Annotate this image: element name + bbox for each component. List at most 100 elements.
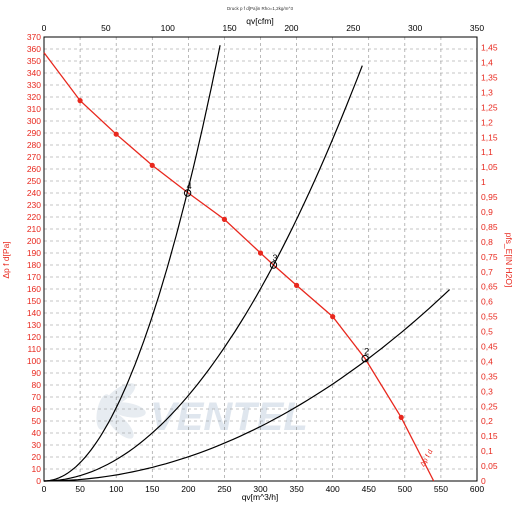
- fan-curve-marker: [77, 98, 83, 104]
- x-tick-label: 250: [217, 484, 231, 494]
- y2-axis-label: pfs_E[IN H2O]: [504, 233, 514, 288]
- fan-curve-marker: [113, 131, 119, 137]
- y2-tick-label: 1,4: [481, 58, 493, 68]
- y2-tick-label: 1,2: [481, 117, 493, 127]
- y-tick-label: 250: [27, 176, 41, 186]
- y-tick-label: 260: [27, 164, 41, 174]
- y2-tick-label: 1,05: [481, 162, 498, 172]
- watermark-text: VENTEL: [150, 395, 308, 439]
- y2-tick-label: 0,15: [481, 431, 498, 441]
- y2-tick-label: 0,8: [481, 237, 493, 247]
- y2-tick-label: 0,95: [481, 192, 498, 202]
- y-tick-label: 320: [27, 92, 41, 102]
- x-tick-label: 450: [362, 484, 376, 494]
- operating-point-label: 4: [187, 181, 192, 191]
- operating-point-marker: [183, 189, 192, 197]
- y-tick-label: 290: [27, 128, 41, 138]
- x2-tick-label: 50: [101, 23, 111, 33]
- y-tick-label: 180: [27, 260, 41, 270]
- operating-point-label: 3: [272, 253, 277, 263]
- y-tick-label: 60: [32, 404, 42, 414]
- x-tick-label: 50: [75, 484, 85, 494]
- y2-tick-label: 0: [481, 476, 486, 486]
- y-tick-label: 0: [36, 476, 41, 486]
- x-tick-label: 100: [109, 484, 123, 494]
- x-tick-label: 550: [434, 484, 448, 494]
- y2-tick-label: 0,9: [481, 207, 493, 217]
- y-tick-label: 190: [27, 248, 41, 258]
- y2-tick-label: 1,25: [481, 102, 498, 112]
- y-tick-label: 230: [27, 200, 41, 210]
- y-tick-label: 70: [32, 392, 42, 402]
- y-tick-label: 110: [27, 344, 41, 354]
- x2-tick-label: 200: [284, 23, 298, 33]
- y2-tick-label: 0,75: [481, 252, 498, 262]
- chart-title: Druck p f d[Pa]in Rho=1,2kg/m^3: [227, 6, 294, 11]
- y-tick-label: 40: [32, 428, 42, 438]
- system-curve-line: [43, 289, 451, 482]
- x-tick-label: 400: [326, 484, 340, 494]
- y-tick-label: 170: [27, 272, 41, 282]
- operating-point-marker: [361, 354, 369, 363]
- y-tick-label: 210: [27, 224, 41, 234]
- y-tick-label: 200: [27, 236, 41, 246]
- y-tick-label: 150: [27, 296, 41, 306]
- x-axis-label: qv[m^3/h]: [242, 492, 279, 502]
- x2-tick-label: 100: [161, 23, 175, 33]
- x2-tick-label: 300: [408, 23, 422, 33]
- x-tick-label: 150: [145, 484, 159, 494]
- y2-axis-ticks: 0 0,05 0,1 0,15 0,2 0,25 0,3 0,35 0,4 0,45 0,5 0,55…: [481, 43, 498, 486]
- x-tick-label: 350: [289, 484, 303, 494]
- fan-curve-marker: [398, 414, 404, 420]
- y2-tick-label: 0,05: [481, 461, 498, 471]
- grid: [44, 37, 477, 481]
- fan-curve-marker: [221, 216, 228, 222]
- y2-tick-label: 0,25: [481, 401, 498, 411]
- y2-tick-label: 0,65: [481, 282, 498, 292]
- y2-tick-label: 1,35: [481, 72, 498, 82]
- y2-tick-label: 0,7: [481, 267, 493, 277]
- y2-tick-label: 0,55: [481, 312, 498, 322]
- x-tick-label: 200: [181, 484, 195, 494]
- watermark-fan-icon: [96, 383, 146, 439]
- x-axis-ticks: 0 50 100 150 200 250 300 350 400 450 500 550 600: [42, 484, 485, 494]
- y2-tick-label: 0,2: [481, 416, 493, 426]
- series-layer: Δp f d: [43, 45, 451, 482]
- y2-tick-label: 0,1: [481, 446, 493, 456]
- x2-axis-label: qv[cfm]: [246, 16, 273, 26]
- y2-tick-label: 0,5: [481, 327, 493, 337]
- y-tick-label: 220: [27, 212, 41, 222]
- y-axis-ticks: 0 10 20 30 40 50 60 70 80 90 100 110 120 130 140 150 160…: [27, 32, 41, 486]
- y-axis-label: Δp f d[Pa]: [1, 241, 11, 278]
- y-tick-label: 10: [32, 464, 42, 474]
- x-tick-label: 0: [42, 484, 47, 494]
- y-tick-label: 50: [32, 416, 42, 426]
- y-tick-label: 20: [32, 452, 42, 462]
- y2-tick-label: 1,3: [481, 87, 493, 97]
- x2-tick-label: 350: [470, 23, 484, 33]
- y2-tick-label: 0,85: [481, 222, 498, 232]
- fan-curve-marker: [330, 314, 336, 320]
- operating-point-marker: [269, 261, 278, 269]
- y2-tick-label: 1,45: [481, 43, 498, 53]
- x2-tick-label: 250: [346, 23, 360, 33]
- y-tick-label: 370: [27, 32, 41, 42]
- x-tick-label: 300: [253, 484, 267, 494]
- y-tick-label: 310: [27, 104, 41, 114]
- fan-curve-marker: [149, 162, 155, 168]
- plot-frame: [43, 36, 478, 482]
- y-tick-label: 160: [27, 284, 41, 294]
- system-curve-line: [43, 45, 221, 482]
- y2-tick-label: 0,6: [481, 297, 493, 307]
- y-tick-label: 80: [32, 380, 42, 390]
- x-tick-label: 500: [398, 484, 412, 494]
- y-tick-label: 120: [27, 332, 41, 342]
- y-tick-label: 130: [27, 320, 41, 330]
- y-tick-label: 140: [27, 308, 41, 318]
- y2-tick-label: 0,45: [481, 341, 498, 351]
- operating-points: 4 3 2: [183, 181, 369, 363]
- y-tick-label: 90: [32, 368, 42, 378]
- operating-point-label: 2: [364, 347, 369, 357]
- y-tick-label: 30: [32, 440, 42, 450]
